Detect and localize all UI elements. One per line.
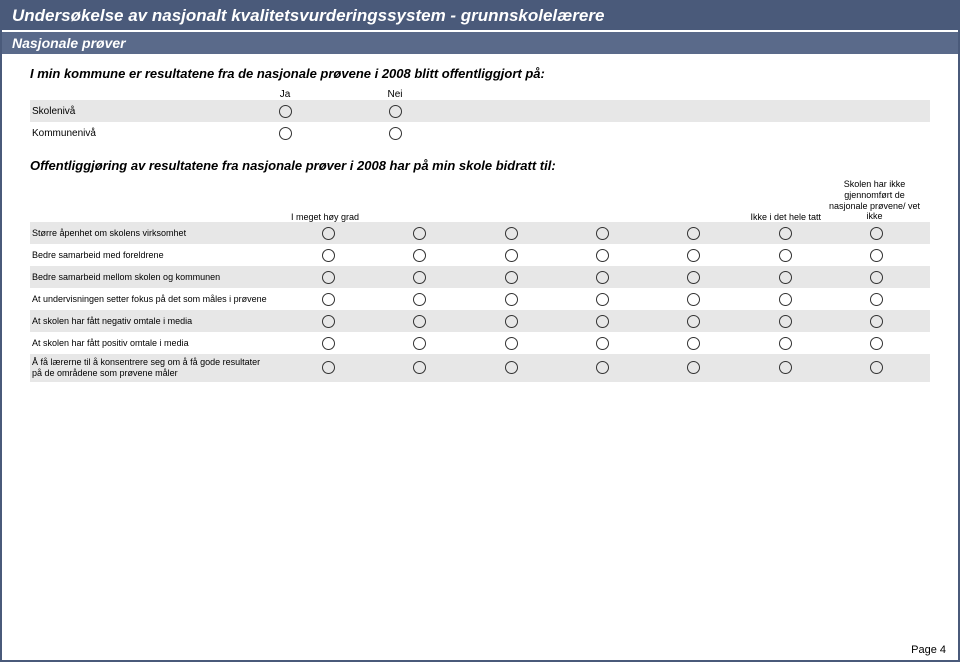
radio[interactable] xyxy=(413,337,426,350)
radio[interactable] xyxy=(505,293,518,306)
radio[interactable] xyxy=(687,227,700,240)
q2-row-label: At skolen har fått negativ omtale i medi… xyxy=(30,313,275,330)
scale-extra-label: Skolen har ikke gjennomført de nasjonale… xyxy=(827,179,922,222)
radio[interactable] xyxy=(596,337,609,350)
radio[interactable] xyxy=(779,271,792,284)
q2-row-label: At skolen har fått positiv omtale i medi… xyxy=(30,335,275,352)
q2-row-label: Bedre samarbeid mellom skolen og kommune… xyxy=(30,269,275,286)
radio[interactable] xyxy=(413,293,426,306)
q2-header: I meget høy grad Ikke i det hele tatt Sk… xyxy=(30,179,930,222)
q2-row: At skolen har fått negativ omtale i medi… xyxy=(30,310,930,332)
radio[interactable] xyxy=(505,271,518,284)
radio[interactable] xyxy=(505,337,518,350)
radio[interactable] xyxy=(413,315,426,328)
page-number: Page 4 xyxy=(911,644,946,656)
radio[interactable] xyxy=(413,227,426,240)
scale-left-label: I meget høy grad xyxy=(283,212,383,222)
radio[interactable] xyxy=(779,249,792,262)
q2-row-label: Større åpenhet om skolens virksomhet xyxy=(30,225,275,242)
radio[interactable] xyxy=(870,293,883,306)
radio[interactable] xyxy=(322,271,335,284)
q1-col-ja: Ja xyxy=(230,89,340,100)
q1-row-label: Kommunenivå xyxy=(30,128,230,139)
radio[interactable] xyxy=(687,271,700,284)
q1-table: Ja Nei Skolenivå Kommunenivå xyxy=(30,89,930,144)
q2-row: Å få lærerne til å konsentrere seg om å … xyxy=(30,354,930,382)
q2-row: At undervisningen setter fokus på det so… xyxy=(30,288,930,310)
radio[interactable] xyxy=(322,315,335,328)
q2-row-label: Bedre samarbeid med foreldrene xyxy=(30,247,275,264)
radio[interactable] xyxy=(870,337,883,350)
radio[interactable] xyxy=(322,227,335,240)
scale-right-label: Ikke i det hele tatt xyxy=(727,212,827,222)
radio[interactable] xyxy=(779,227,792,240)
radio[interactable] xyxy=(505,315,518,328)
radio[interactable] xyxy=(505,361,518,374)
q1-col-nei: Nei xyxy=(340,89,450,100)
radio[interactable] xyxy=(687,293,700,306)
radio[interactable] xyxy=(596,361,609,374)
radio[interactable] xyxy=(322,337,335,350)
radio[interactable] xyxy=(870,227,883,240)
radio[interactable] xyxy=(413,361,426,374)
radio[interactable] xyxy=(279,127,292,140)
q1-row-kommunenivaa: Kommunenivå xyxy=(30,122,930,144)
content: I min kommune er resultatene fra de nasj… xyxy=(2,54,958,382)
radio[interactable] xyxy=(596,271,609,284)
q2-row: Bedre samarbeid med foreldrene xyxy=(30,244,930,266)
radio[interactable] xyxy=(413,249,426,262)
q2-row-label: Å få lærerne til å konsentrere seg om å … xyxy=(30,354,275,382)
q1-title: I min kommune er resultatene fra de nasj… xyxy=(30,66,930,81)
radio[interactable] xyxy=(389,105,402,118)
q2-row: Større åpenhet om skolens virksomhet xyxy=(30,222,930,244)
radio[interactable] xyxy=(596,315,609,328)
q2-row: At skolen har fått positiv omtale i medi… xyxy=(30,332,930,354)
q2-row-label: At undervisningen setter fokus på det so… xyxy=(30,291,275,308)
radio[interactable] xyxy=(596,227,609,240)
radio[interactable] xyxy=(322,249,335,262)
q1-header-row: Ja Nei xyxy=(30,89,930,100)
page-container: Undersøkelse av nasjonalt kvalitetsvurde… xyxy=(0,0,960,662)
radio[interactable] xyxy=(596,293,609,306)
radio[interactable] xyxy=(596,249,609,262)
radio[interactable] xyxy=(413,271,426,284)
q2-matrix: I meget høy grad Ikke i det hele tatt Sk… xyxy=(30,179,930,382)
header-main: Undersøkelse av nasjonalt kvalitetsvurde… xyxy=(2,2,958,30)
q1-row-skolenivaa: Skolenivå xyxy=(30,100,930,122)
q2-title: Offentliggjøring av resultatene fra nasj… xyxy=(30,158,930,173)
q2-row: Bedre samarbeid mellom skolen og kommune… xyxy=(30,266,930,288)
radio[interactable] xyxy=(322,293,335,306)
radio[interactable] xyxy=(870,249,883,262)
radio[interactable] xyxy=(389,127,402,140)
radio[interactable] xyxy=(870,361,883,374)
radio[interactable] xyxy=(505,249,518,262)
radio[interactable] xyxy=(779,293,792,306)
header-sub: Nasjonale prøver xyxy=(2,32,958,54)
radio[interactable] xyxy=(870,315,883,328)
radio[interactable] xyxy=(322,361,335,374)
radio[interactable] xyxy=(687,315,700,328)
radio[interactable] xyxy=(687,337,700,350)
radio[interactable] xyxy=(779,361,792,374)
radio[interactable] xyxy=(687,361,700,374)
radio[interactable] xyxy=(279,105,292,118)
radio[interactable] xyxy=(779,315,792,328)
radio[interactable] xyxy=(870,271,883,284)
radio[interactable] xyxy=(687,249,700,262)
radio[interactable] xyxy=(779,337,792,350)
q1-row-label: Skolenivå xyxy=(30,106,230,117)
radio[interactable] xyxy=(505,227,518,240)
